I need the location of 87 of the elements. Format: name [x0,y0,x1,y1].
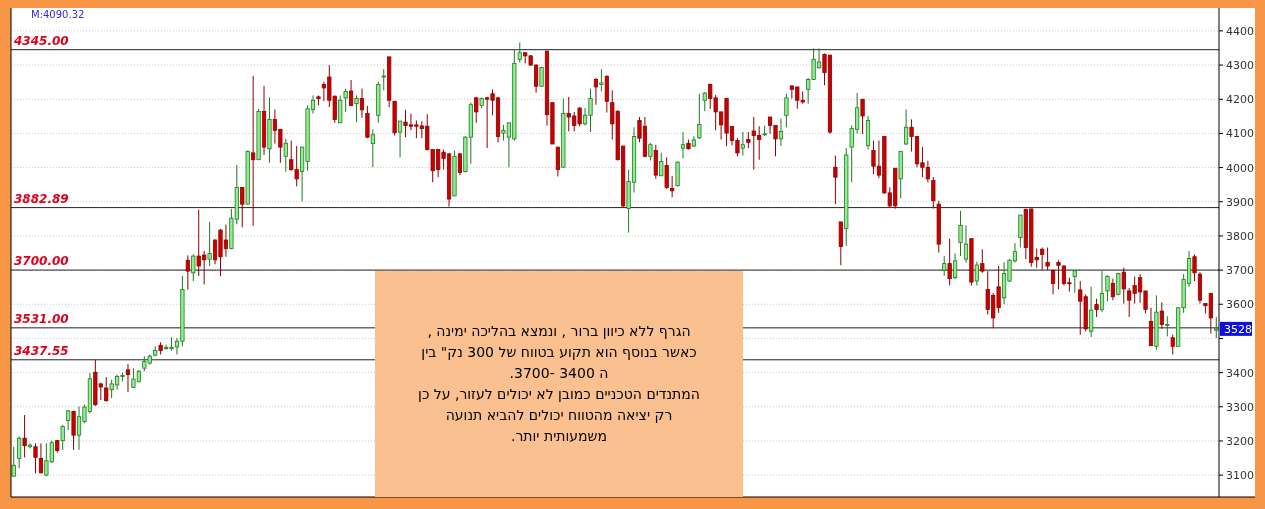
candlestick [71,410,76,451]
candlestick [22,414,27,458]
candlestick [17,436,22,469]
candlestick [980,248,985,274]
ref-line-label: 3531.00 [14,311,69,326]
annotation: הגרף ללא כיוון ברור , ונמצא בהליכה ימינה , כאשר בנוסף הוא תקוע בטווח של 300 נק" בין ה 3400 -3700. המתנדים הטכניים כמובן לא יכולים לעזור, על כן רק יציאה מהטווח יכולים להביא תנועה משמעותית יותר. [417,322,701,447]
candlestick [833,155,838,205]
candlestick [963,224,969,264]
candlestick [60,424,65,451]
candlestick [1110,278,1115,301]
candlestick [1094,298,1099,318]
candlestick [1018,214,1023,249]
candlestick [860,98,865,135]
candlestick [1214,316,1219,339]
y-tick-label: 3400 [1226,366,1254,380]
candlestick [958,210,963,257]
candlestick [354,94,359,123]
candlestick [1045,247,1050,271]
y-tick-label: 3300 [1226,400,1254,414]
candlestick [283,138,288,173]
candlestick [1121,267,1126,305]
ref-line-label: 4345.00 [13,33,69,48]
y-tick-label: 3700 [1226,264,1254,278]
y-tick-label: 3100 [1226,469,1254,483]
candlestick [659,152,664,177]
candlestick [942,255,947,277]
y-tick-label: 4100 [1226,127,1254,141]
y-tick-label: 3800 [1226,229,1254,243]
ref-line-label: 3437.55 [14,343,69,358]
candlestick [1170,334,1175,355]
ref-line-label: 3882.89 [14,191,69,206]
candlestick [740,131,745,157]
annotation: M:4090.32 [31,9,85,20]
candlestick [370,128,375,168]
candlestick [784,93,789,128]
candlestick [1040,247,1045,271]
candlestick [338,94,343,124]
candlestick [593,77,599,106]
candlestick [125,363,131,393]
candlestick [1099,270,1105,313]
candlestick [517,42,522,64]
y-tick-label: 3600 [1226,298,1254,312]
annotation: 3528 [1224,322,1252,336]
y-tick-label: 4200 [1226,93,1254,107]
candlestick [397,120,403,158]
candlestick [240,186,245,228]
candlestick [251,75,256,227]
candlestick [599,68,604,92]
candlestick [207,221,212,267]
candlestick [670,175,675,198]
candlestick [1159,301,1164,330]
candlestick [1165,315,1170,337]
candlestick [1105,274,1110,302]
candlestick [185,254,190,291]
candlestick [702,91,707,112]
candlestick [953,252,958,280]
candlestick [1089,286,1094,338]
candlestick [664,156,669,190]
candlestick [778,118,784,147]
candlestick [947,238,952,286]
candlestick [974,261,979,286]
candlestick [904,108,909,146]
candlestick [675,160,680,187]
candlestick [365,105,370,139]
candlestick [11,446,16,478]
y-tick-label: 4000 [1226,161,1254,175]
y-tick-label: 3200 [1226,434,1254,448]
candlestick [474,96,479,124]
candlestick [343,88,348,113]
y-tick-label: 4300 [1226,59,1254,73]
candlestick [1072,269,1077,294]
candlestick [1050,268,1056,295]
candlestick [33,442,38,474]
y-tick-label: 4400 [1226,24,1254,38]
candlestick [381,68,386,91]
candlestick [680,131,686,159]
candlestick [359,88,365,119]
candlestick [931,176,936,210]
candlestick [1192,253,1197,282]
note-box: הגרף ללא כיוון ברור , ונמצא בהליכה ימינה , כאשר בנוסף הוא תקוע בטווח של 300 נק" בין ה 3400 -3700. המתנדים הטכניים כמובן לא יכולים לעזור, על כן רק יציאה מהטווח יכולים להביא תנועה משמעותית יותר. [375,271,743,497]
candlestick [191,253,196,282]
ref-line-label: 3700.00 [14,254,69,269]
candlestick [697,93,702,140]
candlestick [555,146,560,177]
candlestick [38,442,44,474]
candlestick [349,79,354,107]
y-tick-label: 3900 [1226,195,1254,209]
